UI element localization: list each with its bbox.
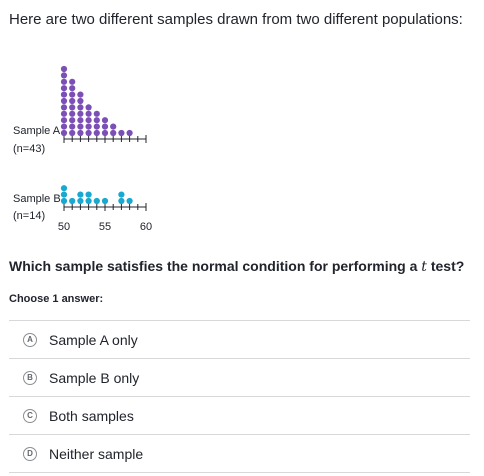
sample-a-data-dot (69, 91, 76, 98)
x-axis-tick-labels: 50 55 60 (58, 221, 152, 233)
sample-b-data-dot (118, 197, 125, 205)
sample-b-data-dot (101, 197, 109, 205)
sample-a-data-dot (77, 104, 84, 111)
sample-a-data-dot (60, 123, 68, 130)
sample-a-data-dot (77, 97, 84, 105)
sample-a-data-dot (93, 110, 100, 117)
sample-a-data-dot (85, 110, 92, 117)
sample-a-data-dot (69, 85, 76, 92)
sample-a-data-dot (93, 123, 100, 130)
dot-plots: 50 55 60 (58, 65, 152, 233)
sample-a-data-dot (85, 123, 92, 130)
sample-a-dot-plot (60, 65, 147, 143)
sample-a-data-dot (60, 117, 68, 124)
sample-b-dot-plot (60, 185, 147, 211)
choose-label: Choose 1 answer: (9, 293, 104, 305)
x-tick-label: 55 (99, 221, 111, 233)
choice-a-letter-icon: A (23, 332, 37, 347)
sample-b-data-dot (60, 191, 68, 198)
sample-b-data-dot (118, 191, 125, 198)
sample-b-data-dot (60, 185, 68, 192)
x-tick-label: 60 (140, 221, 152, 233)
sample-a-data-dot (126, 129, 133, 137)
sample-b-data-dot (85, 191, 92, 198)
sample-a-data-dot (60, 97, 68, 105)
choice-c-letter-icon: C (23, 408, 37, 423)
choice-d-text: Neither sample (49, 445, 144, 462)
answer-choices: A Sample A only B Sample B only C Both s… (9, 320, 470, 473)
choice-b-letter-icon: B (23, 370, 37, 385)
sample-a-data-dot (93, 129, 100, 137)
sample-a-data-dot (77, 91, 84, 98)
choice-c[interactable]: C Both samples (9, 397, 470, 435)
sample-a-data-dot (110, 129, 117, 137)
sample-a-data-dot (60, 91, 68, 98)
sample-b-data-dot (77, 197, 84, 205)
sample-a-data-dot (77, 129, 84, 137)
sample-a-label: Sample A (13, 125, 61, 137)
sample-a-data-dot (60, 85, 68, 92)
sample-a-data-dot (93, 117, 100, 124)
sample-a-data-dot (77, 110, 84, 117)
question-prefix: Which sample satisfies the normal condit… (9, 258, 418, 274)
sample-a-data-dot (69, 110, 76, 117)
sample-b-label: Sample B (13, 193, 61, 205)
sample-a-data-dot (69, 129, 76, 137)
sample-a-data-dot (60, 72, 68, 79)
sample-a-data-dot (110, 123, 117, 130)
sample-a-data-dot (60, 110, 68, 117)
sample-a-data-dot (60, 65, 68, 73)
sample-a-data-dot (69, 104, 76, 111)
sample-a-data-dot (69, 123, 76, 130)
intro-text: Here are two different samples drawn fro… (9, 11, 463, 28)
sample-b-data-dot (60, 197, 68, 205)
sample-a-data-dot (60, 78, 68, 85)
choice-a-text: Sample A only (49, 331, 138, 348)
sample-a-data-dot (101, 117, 109, 124)
question-text: Which sample satisfies the normal condit… (9, 258, 464, 275)
sample-a-data-dot (69, 97, 76, 105)
sample-b-n-label: (n=14) (13, 210, 46, 222)
sample-b-data-dot (77, 191, 84, 198)
choice-a[interactable]: A Sample A only (9, 321, 470, 359)
sample-b-data-dot (69, 197, 76, 205)
sample-a-data-dot (101, 129, 109, 137)
sample-a-data-dot (69, 117, 76, 124)
sample-a-data-dot (118, 129, 125, 137)
question-suffix: test? (430, 258, 465, 274)
sample-b-data-dot (85, 197, 92, 205)
sample-a-data-dot (77, 123, 84, 130)
sample-a-data-dot (85, 129, 92, 137)
sample-a-data-dot (60, 129, 68, 137)
x-tick-label: 50 (58, 221, 70, 233)
choice-d[interactable]: D Neither sample (9, 435, 470, 473)
sample-a-data-dot (101, 123, 109, 130)
choice-b-text: Sample B only (49, 369, 140, 386)
sample-a-data-dot (60, 104, 68, 111)
sample-a-n-label: (n=43) (13, 143, 46, 155)
question-math-t: t (421, 259, 427, 275)
sample-a-data-dot (85, 117, 92, 124)
choice-d-letter-icon: D (23, 446, 37, 461)
sample-a-data-dot (69, 78, 76, 85)
choice-b[interactable]: B Sample B only (9, 359, 470, 397)
sample-a-data-dot (85, 104, 92, 111)
sample-b-data-dot (126, 197, 133, 205)
choice-c-text: Both samples (49, 407, 134, 424)
sample-b-data-dot (93, 197, 100, 205)
sample-a-data-dot (77, 117, 84, 124)
